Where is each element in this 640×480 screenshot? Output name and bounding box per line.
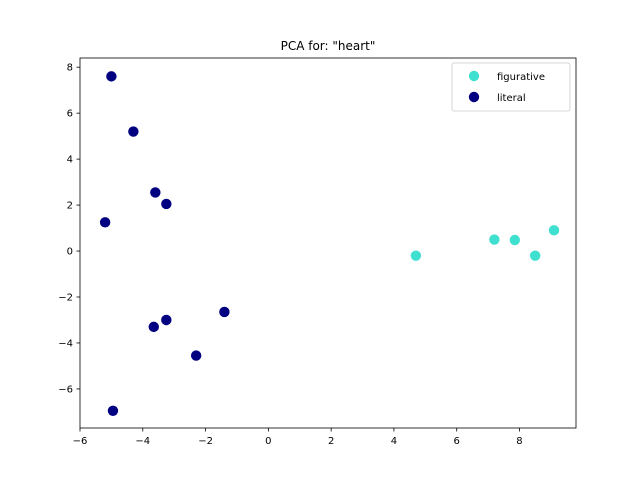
- x-tick-label: 0: [265, 436, 271, 447]
- point-literal: [106, 71, 117, 82]
- chart-title: PCA for: "heart": [281, 39, 376, 53]
- y-tick-label: 8: [67, 63, 73, 74]
- legend-label-figurative: figurative: [497, 72, 545, 83]
- point-figurative: [548, 225, 560, 236]
- y-tick-label: 2: [67, 201, 73, 212]
- x-tick-label: −4: [135, 436, 150, 447]
- point-figurative: [489, 234, 500, 245]
- y-tick-label: 0: [67, 247, 73, 258]
- y-tick-label: 4: [67, 155, 73, 166]
- legend-marker-literal: [468, 91, 480, 103]
- x-tick-label: −6: [73, 436, 88, 447]
- point-figurative: [529, 250, 541, 261]
- point-figurative: [410, 250, 422, 261]
- series-figurative: [410, 225, 560, 261]
- axes-frame: [79, 57, 577, 429]
- x-tick-label: −2: [198, 436, 213, 447]
- point-literal: [128, 126, 139, 137]
- x-tick-label: 6: [454, 436, 460, 447]
- point-literal: [190, 350, 202, 361]
- legend-box: [451, 62, 571, 112]
- y-tick-label: −6: [58, 384, 73, 395]
- point-figurative: [509, 234, 520, 246]
- point-literal: [107, 405, 119, 416]
- legend: figurative literal: [451, 62, 571, 112]
- y-tick-label: 6: [67, 109, 73, 120]
- legend-marker-figurative: [468, 70, 480, 82]
- series-literal: [99, 71, 230, 416]
- point-literal: [150, 187, 161, 198]
- legend-label-literal: literal: [497, 93, 526, 104]
- y-tick-label: −2: [58, 293, 73, 304]
- axes: −6 −4 −2 0 2 4 6 8 −6 −4 −2 0 2 4 6 8: [58, 57, 577, 447]
- point-literal: [99, 217, 111, 228]
- x-tick-label: 2: [328, 436, 334, 447]
- point-literal: [161, 198, 172, 210]
- point-literal: [219, 306, 230, 318]
- point-literal: [148, 321, 159, 333]
- x-tick-label: 8: [516, 436, 522, 447]
- x-tick-label: 4: [391, 436, 397, 447]
- y-tick-label: −4: [58, 338, 73, 349]
- point-literal: [161, 314, 172, 326]
- plot-area: [99, 71, 560, 416]
